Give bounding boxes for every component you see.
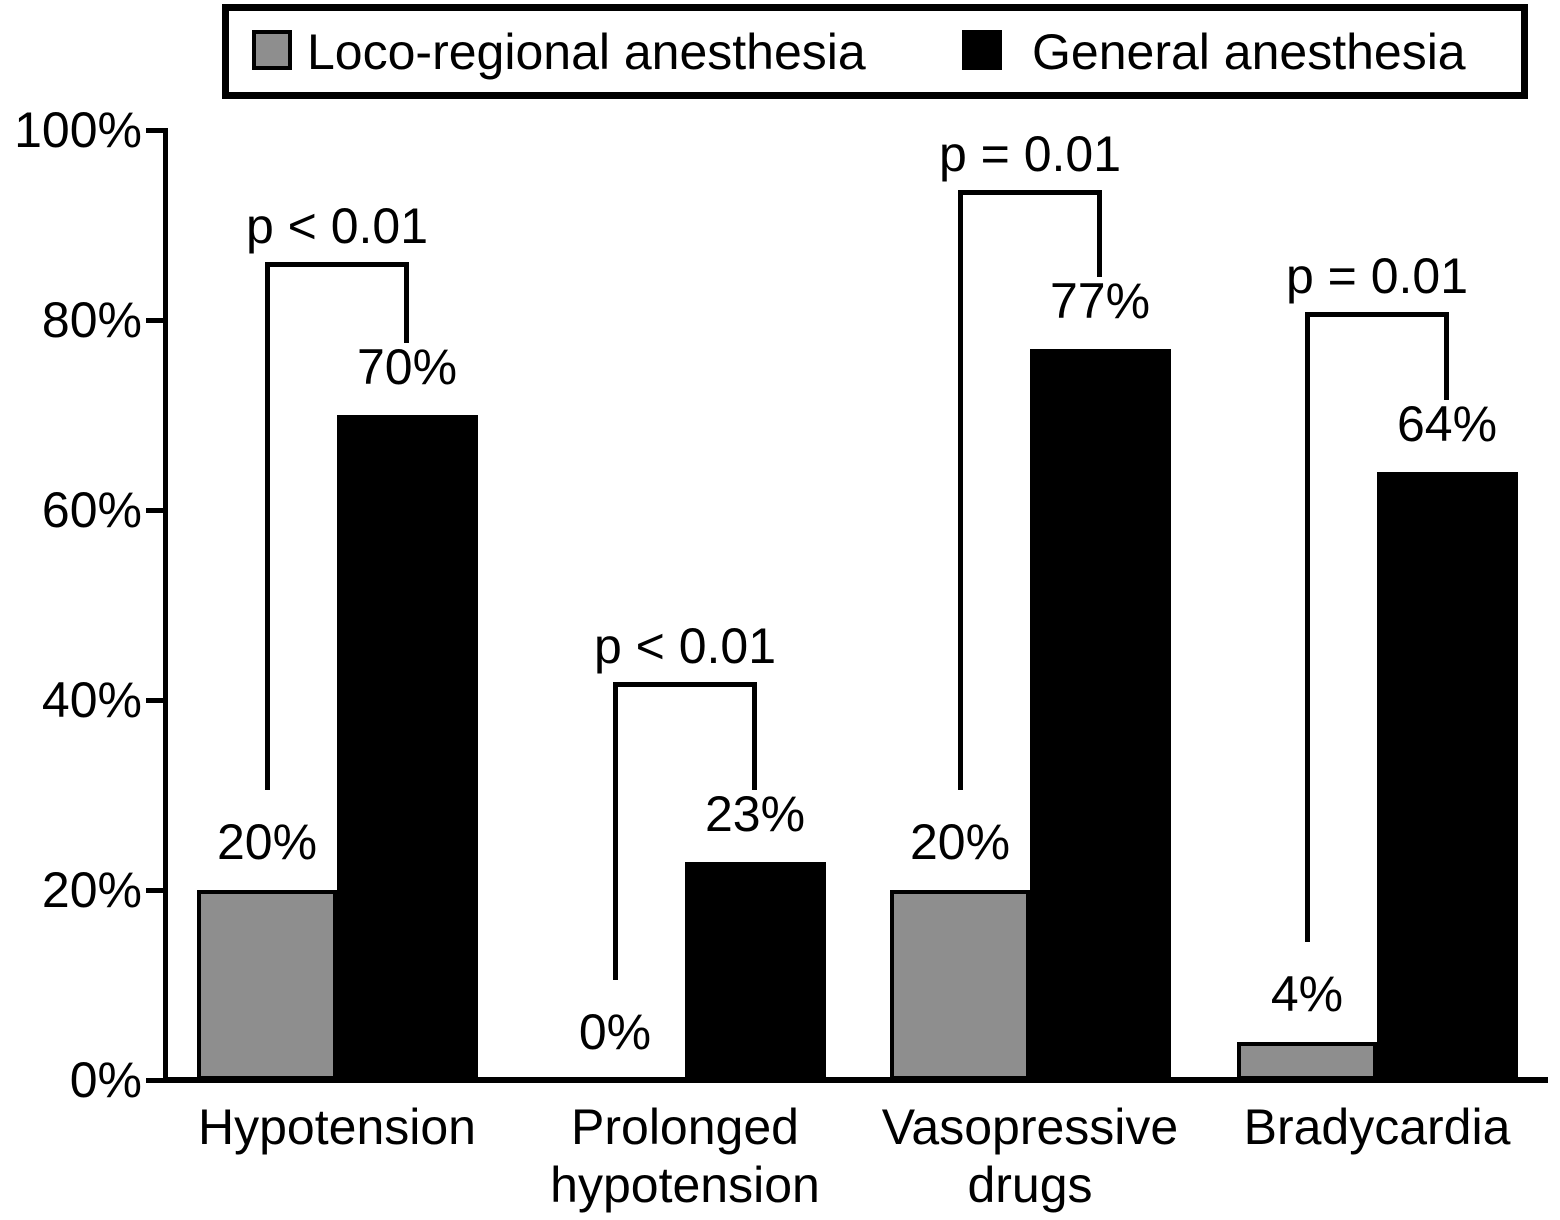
value-label-loco-regional-anesthesia-hypotension: 20% bbox=[216, 814, 318, 870]
legend-box: Loco-regional anesthesia General anesthe… bbox=[222, 4, 1528, 99]
significance-bracket-left-hypotension bbox=[265, 262, 270, 790]
bar-general-anesthesia-hypotension bbox=[337, 415, 478, 1080]
significance-bracket-left-prolonged-hypotension bbox=[613, 682, 618, 980]
value-label-loco-regional-anesthesia-bradycardia: 4% bbox=[1270, 966, 1344, 1022]
y-tick-label-60: 60% bbox=[41, 482, 142, 538]
y-tick-20 bbox=[146, 888, 167, 893]
y-tick-label-100: 100% bbox=[14, 102, 142, 158]
p-value-label-vasopressive-drugs: p = 0.01 bbox=[938, 126, 1122, 182]
y-axis-line bbox=[163, 128, 168, 1083]
significance-bracket-top-hypotension bbox=[265, 262, 409, 267]
y-tick-80 bbox=[146, 318, 167, 323]
legend-swatch-general-icon bbox=[962, 30, 1002, 70]
y-tick-label-40: 40% bbox=[41, 672, 142, 728]
x-axis-label-vasopressive-drugs: Vasopressive drugs bbox=[881, 1099, 1179, 1213]
significance-bracket-top-bradycardia bbox=[1305, 312, 1449, 317]
y-tick-60 bbox=[146, 508, 167, 513]
bar-general-anesthesia-prolonged-hypotension bbox=[685, 861, 826, 1080]
y-tick-40 bbox=[146, 698, 167, 703]
p-value-label-prolonged-hypotension: p < 0.01 bbox=[593, 618, 777, 674]
bar-general-anesthesia-bradycardia bbox=[1377, 472, 1518, 1080]
legend-label-general: General anesthesia bbox=[1032, 23, 1466, 80]
bar-loco-regional-anesthesia-hypotension bbox=[197, 890, 337, 1080]
p-value-label-bradycardia: p = 0.01 bbox=[1285, 248, 1469, 304]
value-label-general-anesthesia-prolonged-hypotension: 23% bbox=[704, 785, 806, 842]
significance-bracket-left-bradycardia bbox=[1305, 312, 1310, 942]
significance-bracket-right-prolonged-hypotension bbox=[752, 682, 757, 790]
x-axis-label-prolonged-hypotension: Prolonged hypotension bbox=[550, 1099, 820, 1213]
legend-swatch-loco-regional-icon bbox=[252, 30, 292, 70]
significance-bracket-left-vasopressive-drugs bbox=[958, 190, 963, 790]
x-axis-line bbox=[163, 1077, 1548, 1083]
significance-bracket-right-hypotension bbox=[404, 262, 409, 343]
y-tick-label-20: 20% bbox=[41, 862, 142, 918]
bar-loco-regional-anesthesia-bradycardia bbox=[1237, 1042, 1377, 1080]
x-axis-label-hypotension: Hypotension bbox=[198, 1099, 476, 1155]
y-tick-100 bbox=[146, 128, 167, 133]
significance-bracket-right-vasopressive-drugs bbox=[1097, 190, 1102, 277]
significance-bracket-top-prolonged-hypotension bbox=[613, 682, 757, 687]
value-label-general-anesthesia-hypotension: 70% bbox=[356, 339, 458, 395]
x-axis-label-bradycardia: Bradycardia bbox=[1243, 1099, 1511, 1155]
significance-bracket-right-bradycardia bbox=[1444, 312, 1449, 400]
bar-loco-regional-anesthesia-vasopressive-drugs bbox=[890, 890, 1030, 1080]
y-tick-label-80: 80% bbox=[41, 292, 142, 348]
value-label-loco-regional-anesthesia-vasopressive-drugs: 20% bbox=[909, 814, 1011, 870]
value-label-general-anesthesia-vasopressive-drugs: 77% bbox=[1049, 272, 1151, 329]
y-tick-label-0: 0% bbox=[69, 1052, 142, 1108]
value-label-general-anesthesia-bradycardia: 64% bbox=[1396, 396, 1498, 452]
bar-general-anesthesia-vasopressive-drugs bbox=[1030, 348, 1171, 1080]
p-value-label-hypotension: p < 0.01 bbox=[245, 198, 429, 254]
legend-label-loco-regional: Loco-regional anesthesia bbox=[307, 23, 866, 80]
value-label-loco-regional-anesthesia-prolonged-hypotension: 0% bbox=[578, 1004, 652, 1060]
y-tick-0 bbox=[146, 1078, 167, 1083]
significance-bracket-top-vasopressive-drugs bbox=[958, 190, 1102, 195]
